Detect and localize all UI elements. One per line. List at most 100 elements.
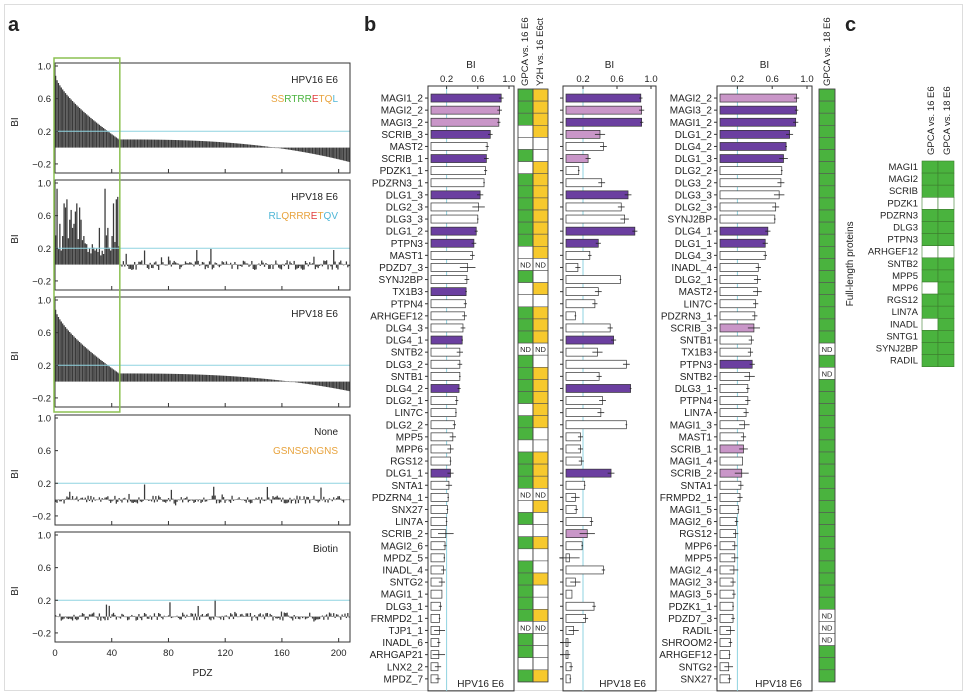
bar — [84, 243, 86, 265]
bar — [430, 359, 461, 369]
heat-cell — [517, 161, 534, 175]
row-label: DLG2_2 — [675, 166, 713, 177]
bar — [90, 253, 92, 265]
bar — [565, 299, 596, 309]
heat-cell — [532, 379, 549, 392]
bar — [77, 499, 79, 502]
bar — [224, 142, 226, 148]
bar — [167, 139, 170, 148]
bar — [63, 203, 65, 265]
row-label: PDZRN3_1 — [661, 311, 713, 322]
bar — [238, 616, 240, 618]
bar — [719, 480, 742, 490]
heat-cell — [818, 209, 836, 223]
heat-cell — [532, 330, 549, 344]
bar — [148, 499, 150, 501]
bar — [158, 373, 160, 382]
heat-cell — [921, 172, 939, 186]
bar — [275, 260, 277, 265]
bar — [230, 499, 232, 503]
bar — [565, 238, 599, 248]
bar — [237, 498, 239, 500]
nd-label: ND — [822, 624, 833, 633]
heat-cell — [517, 391, 534, 404]
bar — [163, 499, 165, 502]
bar — [719, 384, 749, 393]
bar — [117, 616, 119, 618]
bar — [565, 93, 642, 103]
bar — [186, 496, 188, 500]
bar — [232, 616, 235, 620]
bar — [297, 264, 300, 269]
bar — [90, 117, 92, 148]
bar — [70, 99, 72, 148]
row-label: ARHGEF12 — [370, 311, 423, 322]
bar — [268, 379, 270, 382]
bar — [300, 381, 302, 384]
bar — [139, 139, 141, 148]
bar — [248, 616, 250, 617]
bar — [270, 379, 273, 382]
y-tick-label: 0.6 — [38, 328, 51, 339]
bar — [303, 381, 305, 384]
bar — [265, 613, 267, 617]
heat-cell — [532, 439, 549, 453]
bar — [241, 264, 243, 267]
bar — [83, 499, 85, 500]
bar — [86, 616, 88, 618]
row-label: PTPN4 — [680, 396, 713, 407]
bar — [102, 128, 105, 148]
heat-cell — [517, 173, 534, 187]
bar — [276, 495, 278, 500]
bar — [149, 499, 151, 501]
heat-cell — [517, 379, 534, 392]
heat-cell — [818, 439, 836, 453]
bar — [160, 499, 163, 500]
bar — [189, 499, 191, 501]
bar — [565, 190, 629, 200]
bar — [88, 350, 91, 382]
x-tick-label: 80 — [163, 648, 174, 659]
bar — [173, 260, 175, 265]
plot-frame — [54, 296, 351, 408]
bar — [186, 614, 188, 617]
bar — [135, 264, 137, 270]
row-label: LIN7C — [684, 299, 712, 310]
x-tick-label: 40 — [106, 648, 117, 659]
bar — [180, 497, 182, 500]
bar — [227, 263, 229, 265]
bar — [348, 616, 350, 618]
bar — [261, 378, 263, 382]
bar — [191, 374, 194, 382]
bar — [224, 375, 226, 382]
bar — [296, 381, 298, 383]
bar — [60, 499, 62, 502]
bar — [334, 381, 336, 389]
bar — [321, 615, 324, 617]
bar — [335, 264, 338, 268]
heat-column-label: GPCA vs. 16 E6 — [926, 86, 937, 155]
bar — [286, 147, 288, 150]
heat-cell — [532, 125, 549, 138]
bar — [83, 236, 85, 265]
bar — [67, 497, 69, 500]
bar — [344, 147, 346, 161]
heat-cell — [532, 246, 549, 259]
row-label: SYNJ2BP — [668, 215, 713, 226]
bar — [232, 499, 235, 501]
bar — [150, 499, 153, 502]
bar — [90, 614, 92, 617]
heat-cell — [937, 209, 955, 222]
bar — [237, 143, 239, 148]
row-label: RGS12 — [390, 457, 423, 468]
bar — [145, 614, 147, 617]
bar — [193, 616, 195, 621]
bar — [245, 263, 247, 265]
bar — [719, 214, 776, 224]
heat-cell — [921, 342, 939, 355]
bar — [330, 147, 332, 158]
bar — [166, 139, 168, 148]
bar — [124, 139, 126, 148]
row-label: MAGI2_2 — [381, 106, 424, 117]
